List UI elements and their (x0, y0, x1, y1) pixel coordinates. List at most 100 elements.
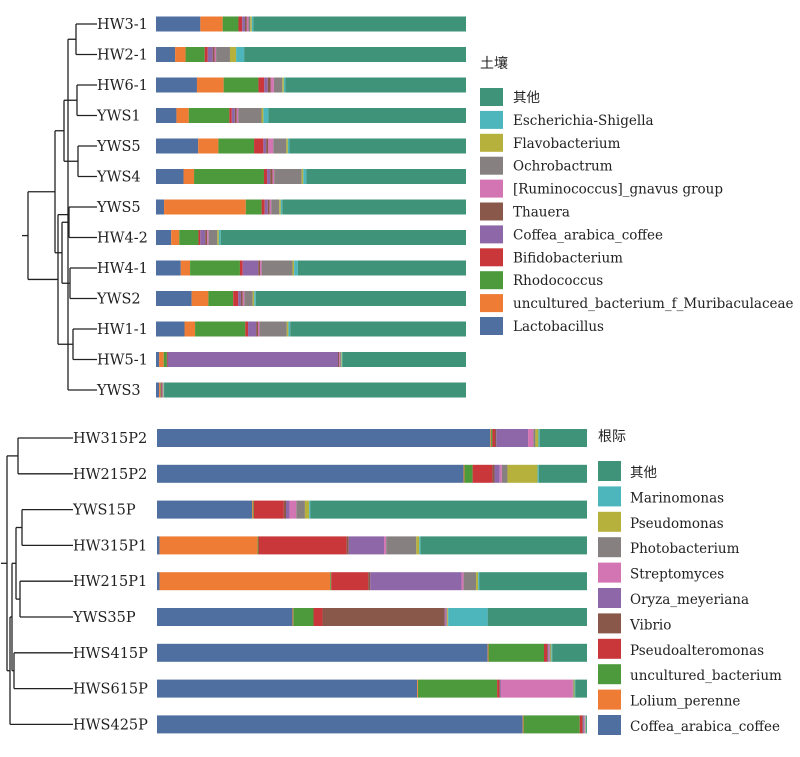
legend-swatch (598, 638, 621, 659)
bar-segment-0-8-2 (190, 260, 240, 276)
bar-segment-0-9-7 (244, 291, 253, 306)
bar-segment-1-1-7 (501, 464, 508, 483)
sample-label: HW1-1 (97, 322, 148, 338)
bar-segment-0-6-3 (261, 199, 265, 215)
sample-label: YWS2 (96, 292, 141, 308)
bar-segment-0-4-4 (263, 138, 267, 154)
bar-segment-0-9-0 (156, 291, 192, 306)
bar-segment-1-1-9 (537, 464, 539, 483)
bar-segment-0-10-6 (257, 321, 260, 337)
bar-segment-1-0-9 (538, 429, 540, 447)
bar-segment-0-5-2 (194, 169, 264, 184)
sample-label: HWS425P (73, 717, 148, 733)
bar-segment-1-4-8 (476, 572, 479, 591)
bar-segment-1-7-1 (417, 679, 419, 698)
bar-segment-0-2-5 (267, 77, 271, 93)
legend-swatch (480, 179, 503, 198)
sample-label: HW215P1 (73, 574, 147, 590)
bar-segment-0-11-9 (341, 352, 343, 367)
legend-swatch (598, 588, 621, 608)
bar-segment-0-1-10 (244, 47, 466, 62)
bar-segment-1-1-0 (157, 464, 464, 483)
legend-swatch (598, 511, 621, 532)
bar-segment-0-2-3 (258, 77, 265, 93)
bar-segment-1-0-10 (539, 429, 587, 447)
bar-segment-1-3-0 (157, 536, 160, 555)
legend-swatch (480, 156, 503, 175)
bar-segment-1-5-6 (445, 608, 447, 626)
bar-segment-0-7-8 (217, 230, 219, 245)
bar-segment-1-4-6 (461, 572, 464, 591)
bar-segment-0-12-10 (164, 382, 467, 398)
bar-segment-0-1-3 (204, 47, 208, 62)
bar-segment-0-4-8 (286, 138, 288, 154)
bar-segment-0-12-4 (161, 382, 163, 398)
bar-segment-0-7-6 (207, 230, 209, 245)
legend-label: Oryza_meyeriana (630, 592, 749, 608)
bar-segment-1-1-8 (507, 464, 538, 483)
bar-segment-0-6-9 (280, 199, 283, 215)
bar-segment-0-9-10 (255, 291, 466, 306)
bar-segment-1-8-0 (157, 715, 523, 734)
bar-segment-0-11-2 (163, 352, 167, 367)
legend-swatch (480, 133, 503, 152)
legend-label: Marinomonas (630, 490, 724, 506)
bar-segment-0-8-0 (156, 260, 181, 276)
legend-label: Lactobacillus (513, 319, 604, 335)
bar-segment-0-6-8 (279, 199, 281, 215)
bar-segment-0-6-0 (156, 199, 165, 215)
bar-segment-1-3-5 (348, 536, 385, 555)
bar-segment-1-4-1 (159, 572, 331, 591)
sample-label: YWS5 (96, 200, 141, 216)
bar-segment-0-6-6 (269, 199, 272, 215)
bar-segment-0-3-4 (231, 108, 235, 123)
legend-swatch (480, 110, 503, 129)
bar-segment-1-0-1 (490, 429, 492, 447)
legend-swatch (480, 202, 503, 221)
bar-segment-0-12-5 (162, 382, 163, 398)
legend-swatch (598, 562, 621, 583)
bar-segment-1-3-2 (257, 536, 259, 555)
legend-swatch (480, 88, 503, 106)
sample-label: HW3-1 (97, 17, 148, 33)
bar-segment-1-8-10 (586, 715, 587, 734)
bar-segment-1-1-3 (472, 464, 493, 483)
bar-segment-0-3-6 (236, 108, 239, 123)
bar-segment-1-5-8 (447, 608, 449, 626)
bar-segment-1-2-4 (283, 500, 286, 519)
legend-label: Pseudomonas (630, 516, 724, 532)
bar-segment-0-7-1 (171, 230, 180, 245)
bar-segment-1-2-7 (296, 500, 305, 519)
bar-segment-0-12-2 (160, 382, 161, 398)
bar-segment-0-2-1 (196, 77, 224, 93)
bar-segment-0-3-5 (234, 108, 237, 123)
bar-segment-1-7-3 (497, 679, 500, 698)
bar-segment-0-4-1 (198, 138, 219, 154)
bar-segment-0-0-2 (222, 16, 239, 32)
bar-segment-0-5-3 (263, 169, 268, 184)
sample-label: YWS4 (96, 170, 141, 186)
rhizosphere-sample-labels: HW315P2 HW215P2 YWS15P HW315P1 HW215P1 YWS35P… (72, 431, 148, 733)
bar-segment-1-3-1 (159, 536, 258, 555)
bar-segment-0-1-5 (212, 47, 215, 62)
legend-label: Flavobacterium (513, 136, 621, 152)
bar-segment-0-5-4 (267, 169, 271, 184)
bar-segment-0-10-9 (288, 321, 291, 337)
bar-segment-0-4-0 (156, 138, 199, 154)
bar-segment-0-7-5 (205, 230, 208, 245)
bar-segment-0-6-5 (267, 199, 270, 215)
bar-segment-1-0-3 (492, 429, 495, 447)
bar-segment-1-6-8 (550, 643, 552, 662)
bar-segment-0-1-9 (236, 47, 245, 62)
bar-segment-1-5-7 (446, 608, 448, 626)
bar-segment-1-2-6 (289, 500, 297, 519)
bar-segment-1-8-5 (583, 715, 584, 734)
sample-label: YWS3 (96, 383, 141, 399)
bar-segment-1-6-10 (552, 643, 587, 662)
bar-segment-0-7-2 (179, 230, 199, 245)
bar-segment-0-3-8 (261, 108, 264, 123)
bar-segment-0-3-3 (229, 108, 232, 123)
legend-label: 其他 (630, 465, 657, 481)
bar-segment-1-1-5 (494, 464, 500, 483)
bar-segment-0-11-8 (341, 352, 342, 367)
